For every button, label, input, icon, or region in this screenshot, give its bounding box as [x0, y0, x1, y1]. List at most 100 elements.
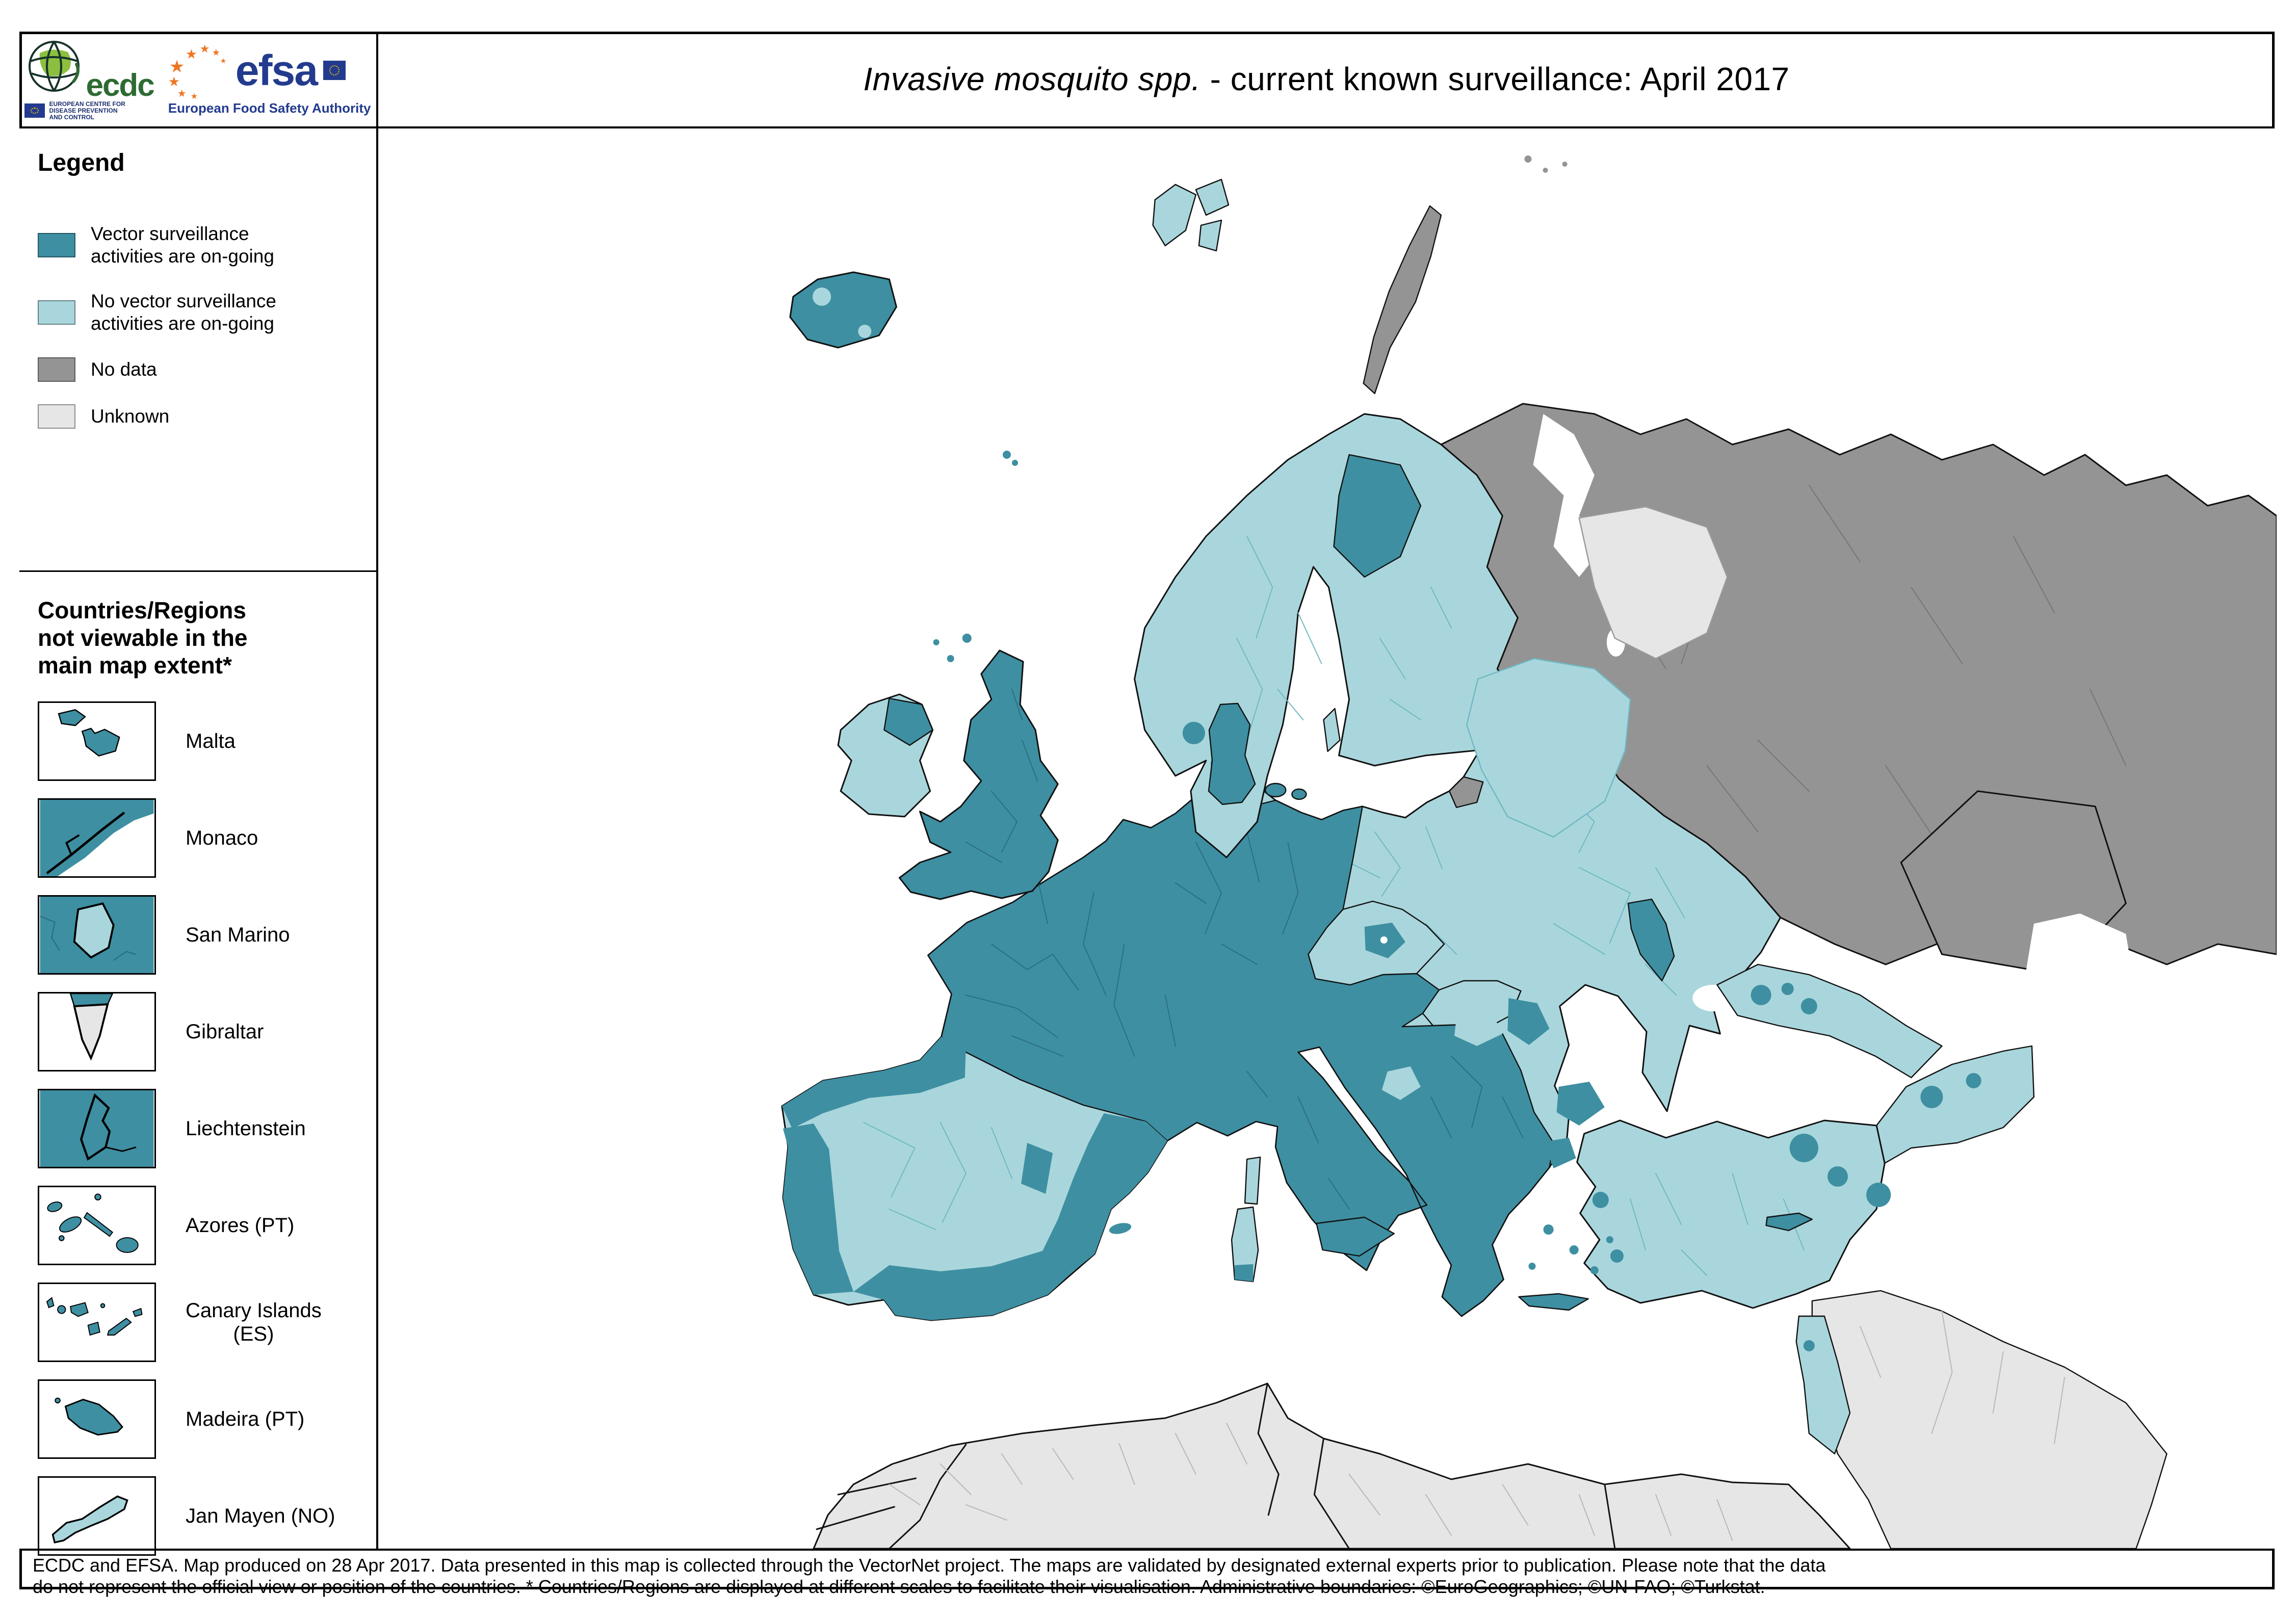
footer-note: ECDC and EFSA. Map produced on 28 Apr 20…: [19, 1549, 2275, 1597]
ecdc-logo-top: ecdc: [24, 38, 155, 103]
legend-item-ongoing: Vector surveillance activities are on-goi…: [38, 223, 376, 268]
map-region-kaliningrad: [1448, 776, 1484, 808]
inset-item-madeira: Madeira (PT): [38, 1379, 376, 1459]
sidebar: Legend Vector surveillance activities are…: [19, 128, 378, 1556]
inset-item-liechtenstein: Liechtenstein: [38, 1089, 376, 1168]
map-region-turkey-ne-spot-1: [1789, 1134, 1818, 1162]
map-region-turkey-ne-spot-2: [1827, 1166, 1848, 1187]
inset-label: Monaco: [186, 827, 258, 849]
map-region-levant-dark-spot: [1803, 1340, 1815, 1351]
ecdc-subtext: EUROPEAN CENTRE FOR DISEASE PREVENTION A…: [49, 100, 125, 121]
ecdc-subtext-3: AND CONTROL: [49, 113, 95, 121]
malta-thumbnail-map: [38, 701, 156, 781]
map-region-novaya-zemlya: [1363, 155, 1568, 395]
inset-item-san-marino: San Marino: [38, 895, 376, 975]
map-region-iberia-dark-bands: [781, 1037, 1167, 1320]
efsa-logo-top: ★ ★ ★ ★ ★ ★ ★ ★ efsa: [168, 42, 346, 101]
title-cell: Invasive mosquito spp. - current known s…: [378, 32, 2275, 126]
map-region-gotland: [1323, 708, 1341, 752]
map-region-cyprus: [1765, 1212, 1813, 1232]
map-region-aegean-islands: [1528, 1224, 1613, 1274]
legend-label-unknown: Unknown: [91, 406, 170, 427]
inset-item-jan-mayen: Jan Mayen (NO): [38, 1476, 376, 1556]
map-region-sardinia-south: [1235, 1264, 1254, 1282]
efsa-subtext: European Food Safety Authority: [168, 100, 371, 116]
map-region-balearics: [1109, 1223, 1132, 1234]
map-region-balkan-dark-patches: [1507, 898, 1675, 1168]
map-region-northern-ireland: [883, 697, 933, 746]
legend-label-no-surveillance: No vector surveillance activities are on-…: [91, 291, 276, 334]
map-region-russia: [1440, 403, 2277, 976]
map-area: [378, 128, 2277, 1549]
map-region-mediterranean-islands: [1087, 1156, 1813, 1311]
ecdc-wordmark: ecdc: [86, 67, 154, 103]
map-region-turkey-w-spot: [1592, 1192, 1609, 1208]
canary-islands-thumbnail-map: [38, 1283, 156, 1362]
africa-country-borders: [816, 1382, 1616, 1549]
insets-heading: Countries/Regions not viewable in the ma…: [38, 597, 248, 678]
page-title: Invasive mosquito spp. - current known s…: [863, 60, 1789, 98]
jan-mayen-thumbnail-map: [38, 1476, 156, 1556]
legend-swatch-ongoing: [38, 233, 75, 257]
map-region-turkey-e-spot: [1866, 1183, 1891, 1207]
map-region-ireland: [837, 693, 934, 818]
caspian-sea: [2026, 913, 2136, 1194]
efsa-stars-icon: ★ ★ ★ ★ ★ ★ ★ ★: [168, 42, 227, 101]
map-region-denmark: [1208, 702, 1307, 805]
efsa-eu-flag-icon: [323, 60, 346, 80]
map-region-bosnia-light: [1381, 1066, 1421, 1100]
region-borders-scandinavia: [1236, 536, 1452, 741]
inset-label: Gibraltar: [186, 1021, 264, 1043]
region-borders-uk: [965, 689, 1038, 863]
map-region-middle-east: [1795, 1290, 2168, 1549]
africa-admin-borders: [889, 1423, 1733, 1541]
map-region-turkey: [1576, 1119, 1891, 1309]
legend-item-no-surveillance: No vector surveillance activities are on-…: [38, 290, 376, 335]
logo-cell: ecdc EUROPEAN CENTRE FOR DISEASE PREVENT…: [19, 32, 378, 126]
eu-flag-icon: [24, 103, 45, 118]
inset-item-azores: Azores (PT): [38, 1186, 376, 1265]
map-region-norway-dark-spot-1: [1182, 722, 1205, 744]
azores-thumbnail-map: [38, 1186, 156, 1265]
legend-item-unknown: Unknown: [38, 404, 376, 429]
footer-line-1: ECDC and EFSA. Map produced on 28 Apr 20…: [33, 1555, 1826, 1576]
legend-heading: Legend: [38, 149, 125, 176]
legend-label-ongoing: Vector surveillance activities are on-goi…: [91, 223, 274, 267]
map-region-faroe: [1002, 451, 1019, 466]
map-region-sicily: [1316, 1216, 1395, 1257]
map-region-russia-unknown-patch: [1578, 506, 1728, 660]
liechtenstein-thumbnail-map: [38, 1089, 156, 1168]
region-czech-dot: [1380, 936, 1388, 944]
inset-item-canary: Canary Islands (ES): [38, 1283, 376, 1362]
inset-item-monaco: Monaco: [38, 798, 376, 878]
europe-map: [378, 128, 2277, 1549]
map-region-czech: [1308, 900, 1445, 986]
legend-swatch-unknown: [38, 404, 75, 429]
map-region-finnish-lapland: [1333, 454, 1422, 578]
inset-label: Canary Islands (ES): [186, 1299, 322, 1345]
ecdc-subline: EUROPEAN CENTRE FOR DISEASE PREVENTION A…: [24, 100, 125, 121]
san-marino-thumbnail-map: [38, 895, 156, 975]
efsa-logo: ★ ★ ★ ★ ★ ★ ★ ★ efsa European Food Safet…: [168, 42, 371, 116]
legend: Legend Vector surveillance activities are…: [19, 128, 376, 572]
legend-item-no-data: No data: [38, 357, 376, 382]
map-region-western-europe-ongoing: [927, 790, 1554, 1317]
inset-label: Malta: [186, 730, 236, 752]
madeira-thumbnail-map: [38, 1379, 156, 1459]
inset-label: Jan Mayen (NO): [186, 1505, 335, 1527]
map-region-russia-surveillance-patch: [1466, 658, 1631, 838]
insets-panel: Countries/Regions not viewable in the ma…: [19, 572, 376, 1556]
page-title-rest: - current known surveillance: April 2017: [1201, 61, 1790, 97]
region-borders-dark: [965, 831, 1524, 1210]
mideast-admin-borders: [1860, 1311, 2065, 1444]
ecdc-logo: ecdc EUROPEAN CENTRE FOR DISEASE PREVENT…: [24, 38, 155, 121]
legend-swatch-no-data: [38, 357, 75, 382]
inset-label: Liechtenstein: [186, 1117, 306, 1140]
map-region-turkey-sw-spot: [1610, 1249, 1624, 1263]
inset-item-malta: Malta: [38, 701, 376, 781]
efsa-wordmark: efsa: [235, 46, 318, 94]
inset-item-gibraltar: Gibraltar: [38, 992, 376, 1071]
ecdc-subtext-1: EUROPEAN CENTRE FOR: [49, 100, 125, 108]
page-title-italic: Invasive mosquito spp.: [863, 61, 1201, 97]
